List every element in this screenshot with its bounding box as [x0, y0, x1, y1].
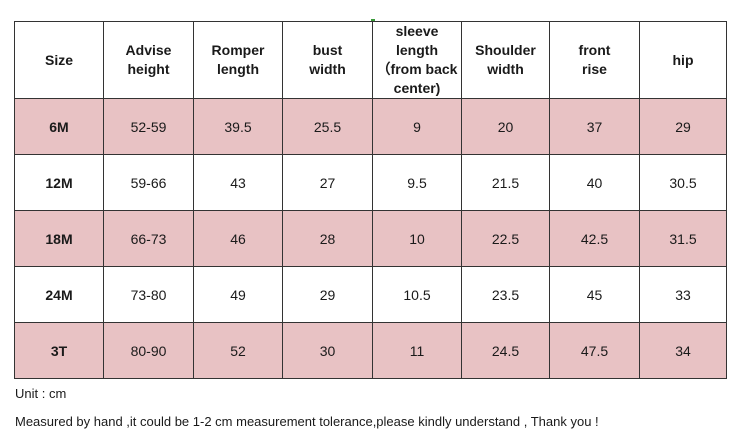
unit-note: Unit : cm: [15, 386, 67, 401]
header-row: Size Advise height Romper length bust wi…: [14, 21, 727, 99]
hip-cell: 31.5: [639, 210, 727, 267]
sleeve-length-cell: 10.5: [372, 266, 462, 323]
table-row: 6M 52-59 39.5 25.5 9 20 37 29: [14, 98, 727, 155]
front-rise-cell: 42.5: [549, 210, 640, 267]
size-label-cell: 24M: [14, 266, 104, 323]
shoulder-width-cell: 24.5: [461, 322, 550, 379]
header-sleeve-length: sleeve length （from back center): [372, 21, 462, 99]
table-row: 18M 66-73 46 28 10 22.5 42.5 31.5: [14, 210, 727, 267]
shoulder-width-cell: 21.5: [461, 154, 550, 211]
size-chart-table: Size Advise height Romper length bust wi…: [14, 21, 727, 379]
header-front-rise: front rise: [549, 21, 640, 99]
advise-height-cell: 52-59: [103, 98, 194, 155]
bust-width-cell: 27: [282, 154, 373, 211]
bust-width-cell: 29: [282, 266, 373, 323]
table-row: 12M 59-66 43 27 9.5 21.5 40 30.5: [14, 154, 727, 211]
size-label-cell: 6M: [14, 98, 104, 155]
advise-height-cell: 73-80: [103, 266, 194, 323]
romper-length-cell: 46: [193, 210, 283, 267]
hip-cell: 30.5: [639, 154, 727, 211]
header-shoulder-width: Shoulder width: [461, 21, 550, 99]
romper-length-cell: 43: [193, 154, 283, 211]
measurement-disclaimer: Measured by hand ,it could be 1-2 cm mea…: [15, 414, 599, 429]
hip-cell: 29: [639, 98, 727, 155]
advise-height-cell: 80-90: [103, 322, 194, 379]
bust-width-cell: 30: [282, 322, 373, 379]
front-rise-cell: 47.5: [549, 322, 640, 379]
size-label-cell: 18M: [14, 210, 104, 267]
header-bust-width: bust width: [282, 21, 373, 99]
header-hip: hip: [639, 21, 727, 99]
romper-length-cell: 39.5: [193, 98, 283, 155]
advise-height-cell: 59-66: [103, 154, 194, 211]
shoulder-width-cell: 22.5: [461, 210, 550, 267]
sleeve-length-cell: 10: [372, 210, 462, 267]
shoulder-width-cell: 23.5: [461, 266, 550, 323]
header-size: Size: [14, 21, 104, 99]
header-advise-height: Advise height: [103, 21, 194, 99]
shoulder-width-cell: 20: [461, 98, 550, 155]
bust-width-cell: 25.5: [282, 98, 373, 155]
advise-height-cell: 66-73: [103, 210, 194, 267]
romper-length-cell: 49: [193, 266, 283, 323]
table-row: 24M 73-80 49 29 10.5 23.5 45 33: [14, 266, 727, 323]
bust-width-cell: 28: [282, 210, 373, 267]
front-rise-cell: 37: [549, 98, 640, 155]
front-rise-cell: 40: [549, 154, 640, 211]
sleeve-length-cell: 11: [372, 322, 462, 379]
table-row: 3T 80-90 52 30 11 24.5 47.5 34: [14, 322, 727, 379]
hip-cell: 33: [639, 266, 727, 323]
sleeve-length-cell: 9.5: [372, 154, 462, 211]
size-label-cell: 12M: [14, 154, 104, 211]
sleeve-length-cell: 9: [372, 98, 462, 155]
romper-length-cell: 52: [193, 322, 283, 379]
hip-cell: 34: [639, 322, 727, 379]
header-romper-length: Romper length: [193, 21, 283, 99]
front-rise-cell: 45: [549, 266, 640, 323]
size-label-cell: 3T: [14, 322, 104, 379]
